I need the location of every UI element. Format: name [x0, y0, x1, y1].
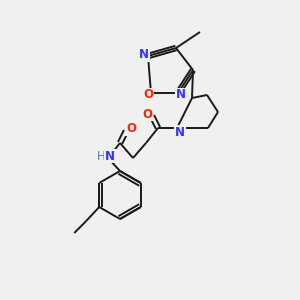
Text: N: N — [139, 49, 149, 62]
Text: H: H — [97, 149, 105, 163]
Text: O: O — [126, 122, 136, 136]
Text: O: O — [142, 107, 152, 121]
Text: N: N — [176, 88, 186, 101]
Text: N: N — [105, 149, 115, 163]
Text: N: N — [175, 125, 185, 139]
Text: O: O — [143, 88, 153, 101]
